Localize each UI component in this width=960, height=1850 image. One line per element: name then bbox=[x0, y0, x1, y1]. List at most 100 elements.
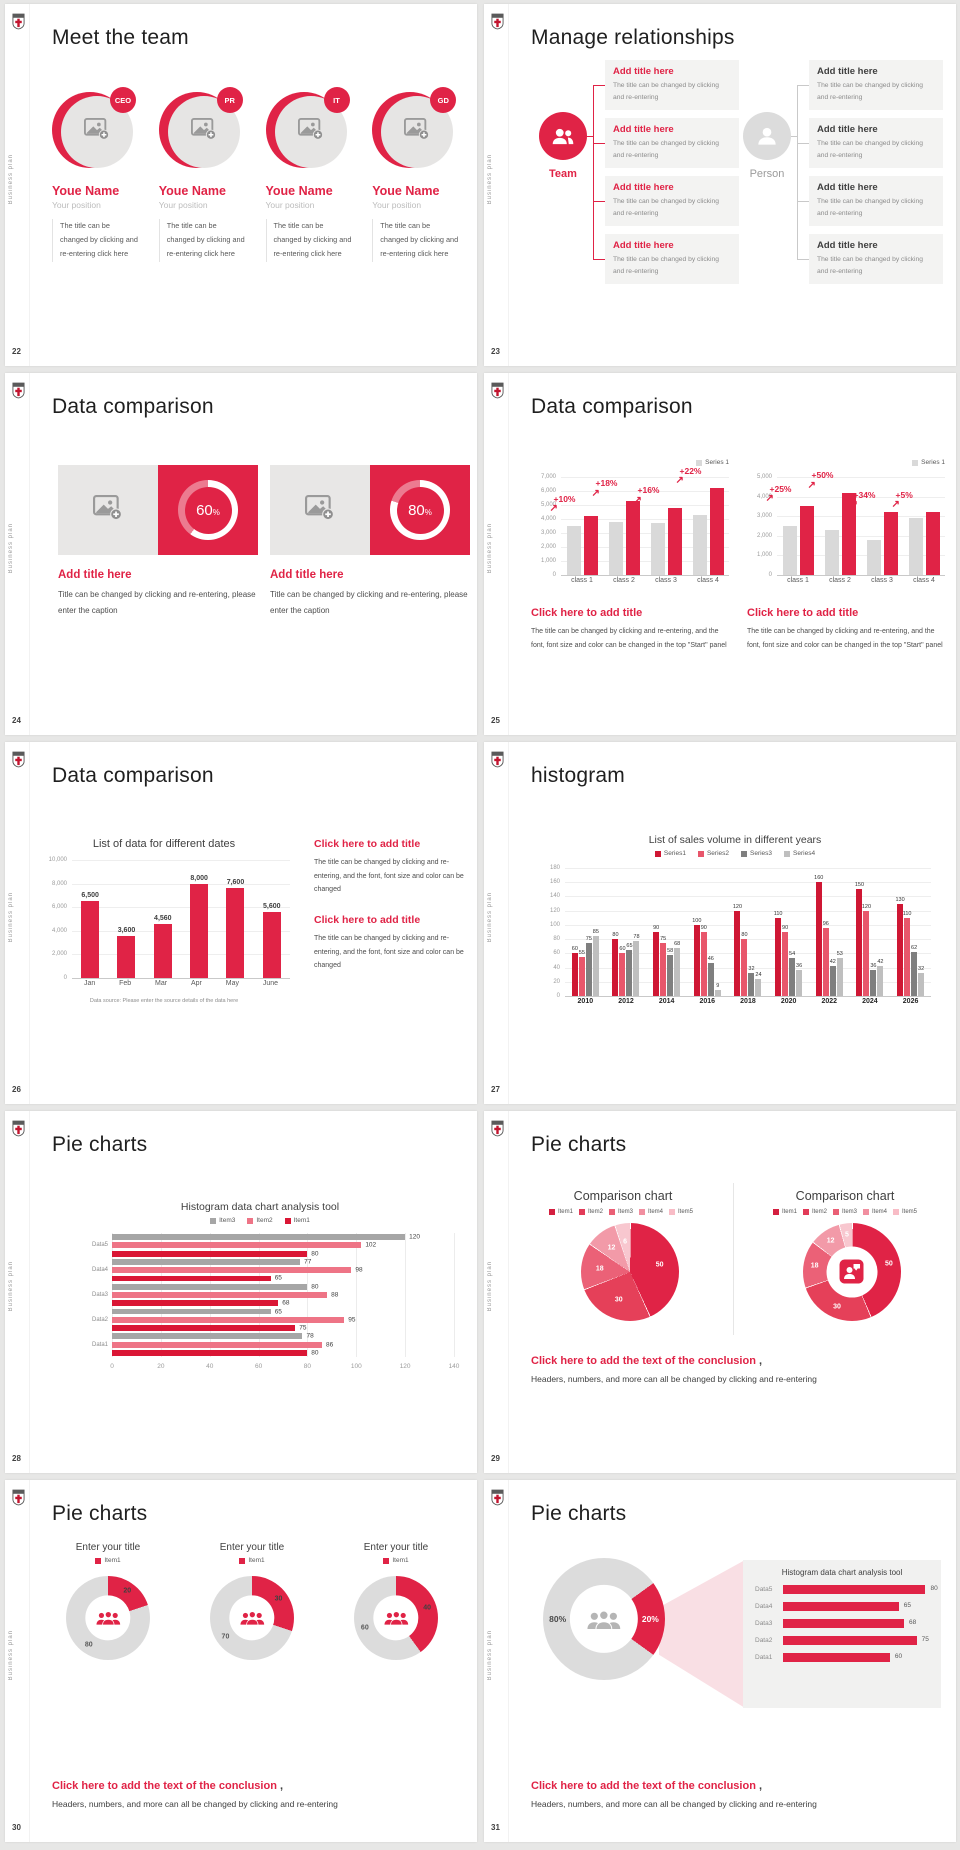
panel-bar-row: Data2 75 bbox=[755, 1636, 929, 1645]
item-text: The title can be changed by clicking and… bbox=[613, 140, 719, 159]
page-number: 30 bbox=[12, 1823, 21, 1832]
bar-row: Data3 80 88 68 bbox=[92, 1283, 454, 1308]
slide-22[interactable]: Business plan 22 Meet the team CEO Youe … bbox=[5, 4, 477, 366]
legend-swatch bbox=[697, 850, 704, 857]
grid-line bbox=[777, 496, 945, 498]
slide-24[interactable]: Business plan 24 Data comparison 60% Add… bbox=[5, 373, 477, 735]
x-tick-label: 80 bbox=[303, 1363, 312, 1370]
grid-line bbox=[777, 477, 945, 478]
donut-hole bbox=[85, 1595, 131, 1641]
bar bbox=[908, 518, 923, 575]
bar-chart: 7,000 6,000 5,000 4,000 3,000 2,000 1,000 0 +10%… bbox=[531, 467, 729, 589]
x-tick-label: Apr bbox=[190, 980, 202, 987]
legend-item: Series 1 bbox=[696, 459, 729, 466]
bar-group: 120 80 32 24 bbox=[733, 868, 762, 996]
grid-line bbox=[72, 930, 290, 932]
member-description: The title can be changed by clicking and… bbox=[158, 219, 245, 262]
chart-legend: Series 1 bbox=[747, 459, 945, 466]
slide-26[interactable]: Business plan 26 Data comparison List of… bbox=[5, 742, 477, 1104]
bar: 90 bbox=[782, 925, 788, 996]
caption-title: Click here to add title bbox=[531, 607, 643, 619]
slide-28[interactable]: Business plan 28 Pie charts Histogram da… bbox=[5, 1111, 477, 1473]
y-axis: 10,000 8,000 6,000 4,000 2,000 0 bbox=[38, 857, 70, 981]
growth-label: +16% ↗ bbox=[633, 485, 660, 506]
percent-unit: % bbox=[424, 508, 432, 517]
x-tick-label: Feb bbox=[119, 980, 132, 987]
divider bbox=[508, 1111, 509, 1473]
bar-group: +18% ↗ bbox=[592, 477, 640, 575]
bar-group: +34% ↗ bbox=[850, 477, 898, 575]
bar bbox=[566, 526, 581, 575]
legend-item: Series1 bbox=[654, 850, 686, 857]
image-placeholder-icon bbox=[404, 118, 430, 145]
grid-line bbox=[72, 883, 290, 885]
member-position: Your position bbox=[52, 200, 101, 210]
bar: 32 bbox=[918, 966, 924, 996]
bar: 88 bbox=[112, 1291, 338, 1298]
item-text: The title can be changed by clicking and… bbox=[613, 82, 719, 101]
slide-31[interactable]: Business plan 31 Pie charts 20% 80% Histo… bbox=[484, 1480, 956, 1842]
brand-vertical-text: Business plan bbox=[8, 1261, 14, 1312]
grid-line bbox=[405, 1233, 407, 1357]
item-title: Add title here bbox=[613, 240, 674, 251]
legend-item: Item2 bbox=[247, 1217, 273, 1224]
bar: 68 bbox=[674, 941, 680, 996]
plot-area: 60 55 75 85 80 60 65 78 90 75 58 68 100 90 46 9 120 80 32 2… bbox=[565, 868, 931, 997]
item-text: The title can be changed by clicking and… bbox=[817, 82, 923, 101]
y-tick-label: 60 bbox=[553, 950, 560, 957]
slide-title: Pie charts bbox=[52, 1502, 148, 1525]
slide-27[interactable]: Business plan 27 histogram List of sales… bbox=[484, 742, 956, 1104]
bar-value-label: 77 bbox=[304, 1258, 312, 1266]
bar-value-label: 60 bbox=[619, 946, 626, 953]
legend-swatch bbox=[654, 850, 661, 857]
donut-chart: 20% 80% bbox=[543, 1558, 665, 1680]
grid-line bbox=[777, 535, 945, 537]
comparison-panel: 80% bbox=[270, 465, 470, 555]
list-item: Add title here The title can be changed b… bbox=[809, 118, 943, 168]
brand-vertical-text: Business plan bbox=[487, 892, 493, 943]
bar-value-label: 62 bbox=[911, 944, 918, 951]
list-item: Add title here The title can be changed b… bbox=[809, 176, 943, 226]
y-tick-label: 3,000 bbox=[540, 529, 556, 536]
role-badge: GD bbox=[430, 87, 457, 113]
member-description: The title can be changed by clicking and… bbox=[52, 219, 138, 262]
bar-value-label: 80 bbox=[311, 1283, 319, 1291]
y-tick-label: 1,000 bbox=[756, 552, 772, 559]
y-tick-label: 4,000 bbox=[540, 516, 556, 522]
slide-23[interactable]: Business plan 23 Manage relationships Te… bbox=[484, 4, 956, 366]
image-placeholder-icon bbox=[305, 494, 335, 526]
chart-title: Histogram data chart analysis tool bbox=[180, 1201, 340, 1213]
page-number: 26 bbox=[12, 1085, 21, 1094]
bar-group: 100 90 46 9 bbox=[692, 868, 721, 996]
bar-row: Data2 65 95 75 bbox=[92, 1307, 454, 1332]
row-label: Data3 bbox=[755, 1620, 773, 1627]
x-tick-label: class 3 bbox=[871, 577, 893, 584]
page-number: 31 bbox=[491, 1823, 500, 1832]
x-tick-label: 60 bbox=[254, 1363, 263, 1370]
y-tick-label: 0 bbox=[556, 993, 560, 999]
avatar: CEO bbox=[52, 87, 138, 174]
slice-label: 80 bbox=[84, 1641, 93, 1649]
bar-group: +5% ↗ bbox=[892, 477, 940, 575]
brand-logo-icon bbox=[12, 13, 25, 30]
bar bbox=[608, 521, 623, 575]
donut-block: Enter your title Item1 40 60 bbox=[326, 1542, 466, 1660]
bar: 5,600 bbox=[262, 903, 281, 978]
grid-line bbox=[72, 954, 290, 956]
divider bbox=[29, 742, 30, 1104]
growth-arrow-icon: ↗ bbox=[675, 475, 684, 487]
bar: 80 bbox=[612, 932, 619, 996]
slide-29[interactable]: Business plan 29 Pie charts Comparison c… bbox=[484, 1111, 956, 1473]
x-tick-label: 2014 bbox=[658, 998, 675, 1005]
slide-title: histogram bbox=[531, 764, 626, 787]
slide-25[interactable]: Business plan 25 Data comparison Series … bbox=[484, 373, 956, 735]
slide-30[interactable]: Business plan 30 Pie charts Enter your t… bbox=[5, 1480, 477, 1842]
grid-line bbox=[561, 575, 729, 576]
y-tick-label: 10,000 bbox=[48, 857, 67, 863]
bar-value-label: 4,560 bbox=[154, 915, 172, 923]
grid-line bbox=[72, 907, 290, 909]
x-tick-label: 2022 bbox=[821, 998, 838, 1005]
grid-line bbox=[565, 896, 931, 898]
bar: 110 bbox=[903, 911, 911, 996]
slice-label: 50 bbox=[885, 1260, 893, 1268]
